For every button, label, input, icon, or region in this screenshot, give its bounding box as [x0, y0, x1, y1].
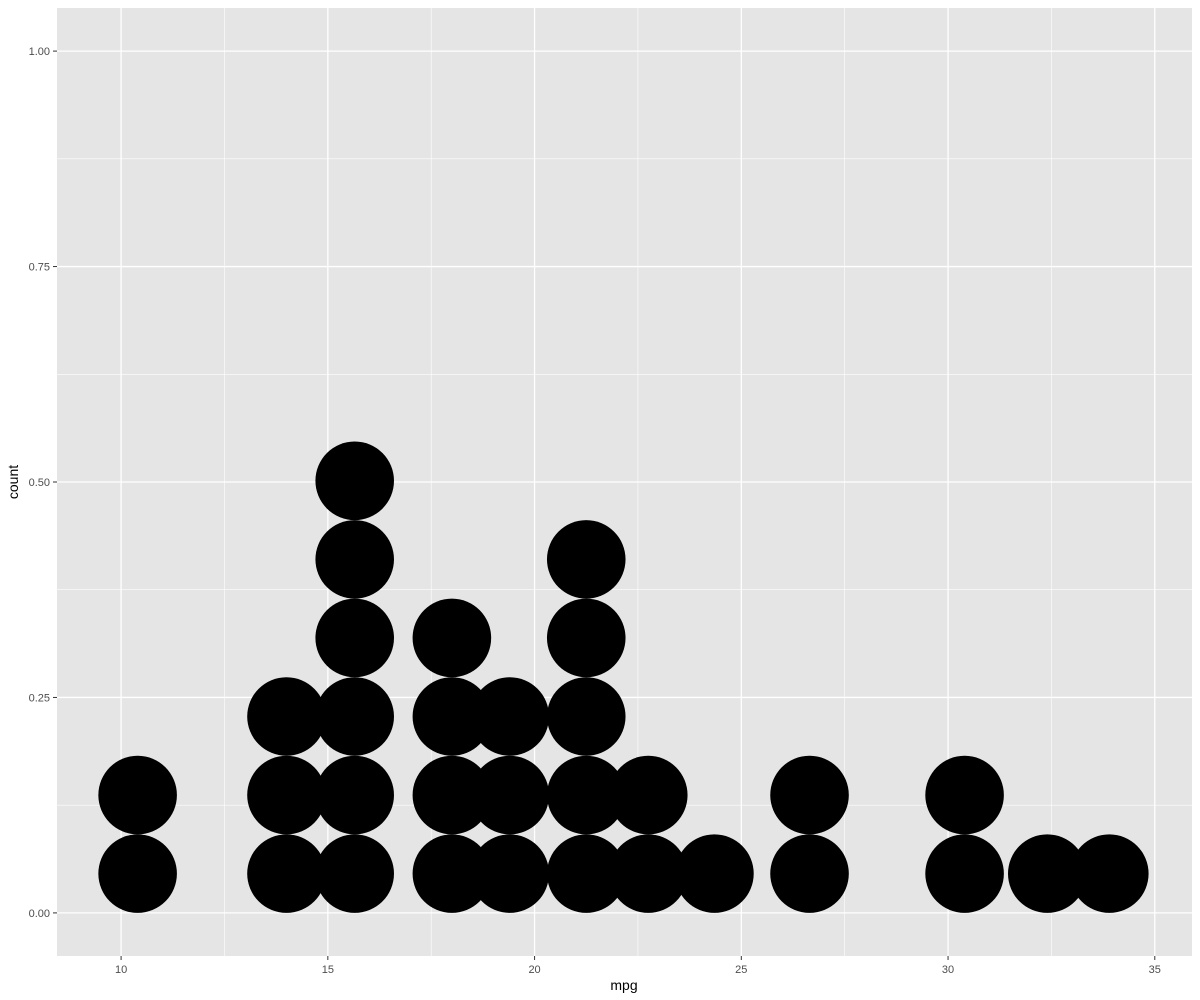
- dot: [770, 755, 849, 835]
- y-axis-title: count: [5, 465, 21, 499]
- y-tick-label: 0.75: [29, 262, 50, 274]
- dot: [925, 834, 1004, 913]
- dot: [412, 755, 492, 835]
- dot: [412, 834, 492, 913]
- dot: [315, 441, 394, 521]
- dot: [98, 834, 177, 913]
- dot: [546, 677, 626, 756]
- dot: [412, 677, 492, 756]
- dot: [1008, 834, 1087, 913]
- dot: [247, 755, 326, 835]
- y-tick-label: 0.00: [29, 908, 50, 920]
- dot: [608, 755, 688, 835]
- x-tick-label: 15: [322, 964, 334, 976]
- y-tick-label: 0.50: [29, 477, 50, 489]
- dot: [770, 834, 849, 913]
- x-tick-label: 10: [115, 964, 127, 976]
- dot: [608, 834, 688, 913]
- x-tick-label: 25: [735, 964, 747, 976]
- dot: [98, 755, 177, 835]
- dot: [675, 834, 754, 913]
- dot: [315, 598, 394, 678]
- dot: [315, 755, 394, 835]
- x-axis-title: mpg: [610, 977, 637, 993]
- dot: [315, 520, 394, 599]
- y-tick-label: 0.25: [29, 692, 50, 704]
- dot: [247, 677, 326, 756]
- dot: [315, 834, 394, 913]
- x-tick-label: 30: [942, 964, 954, 976]
- dot: [247, 834, 326, 913]
- dot: [546, 520, 626, 599]
- dot: [546, 598, 626, 678]
- y-axis-ticks: 0.00 0.25 0.50 0.75 1.00: [29, 46, 57, 920]
- dot: [315, 677, 394, 756]
- dot: [546, 755, 626, 835]
- dot: [546, 834, 626, 913]
- x-tick-label: 20: [528, 964, 540, 976]
- dot: [412, 598, 492, 678]
- x-axis-ticks: 10 15 20 25 30 35: [115, 956, 1161, 976]
- dot: [470, 834, 550, 913]
- dot: [470, 755, 550, 835]
- dot-stacks: [98, 441, 1149, 913]
- dot: [470, 677, 550, 756]
- dot: [1070, 834, 1149, 913]
- dot: [925, 755, 1004, 835]
- y-tick-label: 1.00: [29, 46, 50, 58]
- x-tick-label: 35: [1149, 964, 1161, 976]
